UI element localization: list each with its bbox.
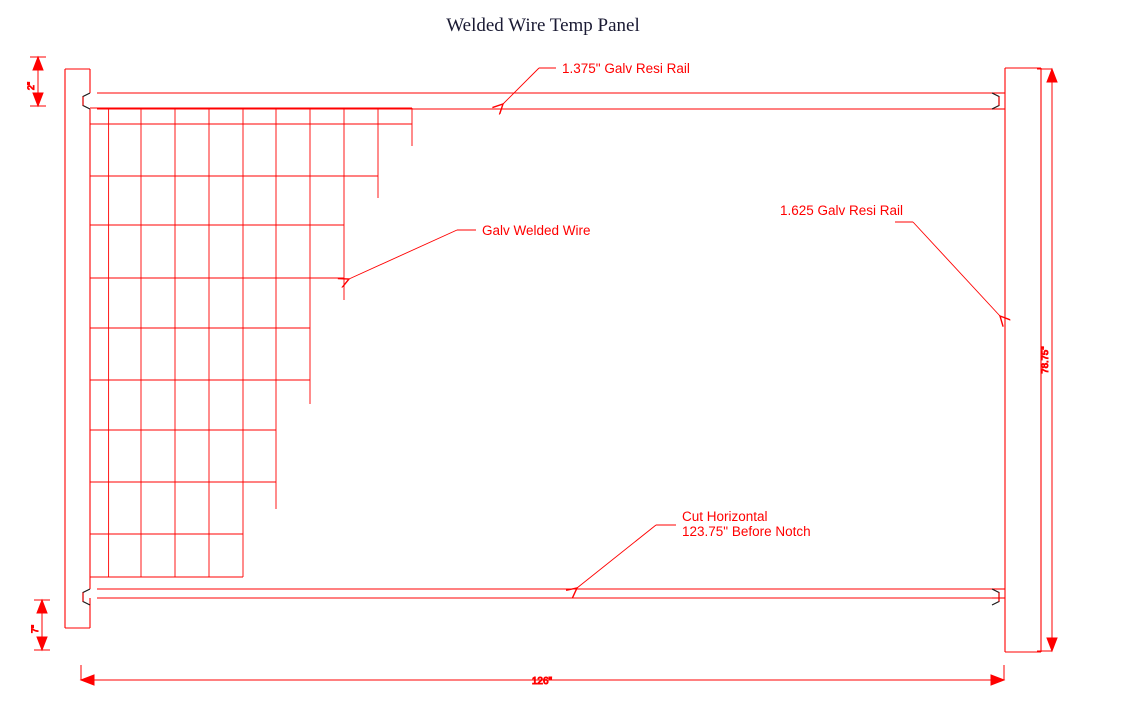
svg-text:2": 2" [26, 82, 36, 90]
svg-text:123.75" Before Notch: 123.75" Before Notch [682, 524, 811, 539]
svg-text:Welded Wire Temp Panel: Welded Wire Temp Panel [446, 15, 640, 36]
svg-text:1.625 Galv Resi Rail: 1.625 Galv Resi Rail [780, 203, 903, 218]
svg-text:78.75": 78.75" [1040, 346, 1051, 373]
svg-text:1.375" Galv Resi Rail: 1.375" Galv Resi Rail [562, 61, 690, 76]
svg-text:Cut Horizontal: Cut Horizontal [682, 509, 768, 524]
svg-text:126": 126" [532, 676, 553, 687]
svg-text:Galv Welded Wire: Galv Welded Wire [482, 223, 591, 238]
svg-text:7": 7" [30, 625, 40, 633]
